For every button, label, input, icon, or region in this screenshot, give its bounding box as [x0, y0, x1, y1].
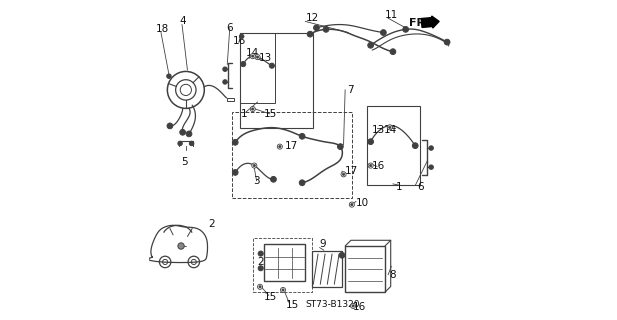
Text: 8: 8 — [390, 270, 396, 280]
Circle shape — [429, 146, 433, 150]
Text: 9: 9 — [320, 239, 326, 249]
Circle shape — [271, 176, 276, 182]
Circle shape — [368, 43, 373, 48]
Text: 5: 5 — [181, 156, 188, 167]
Text: FR.: FR. — [409, 18, 429, 28]
Circle shape — [189, 141, 194, 146]
Circle shape — [241, 61, 246, 67]
Circle shape — [339, 252, 345, 258]
Text: 17: 17 — [284, 141, 298, 151]
Text: 15: 15 — [286, 300, 299, 310]
Text: 6: 6 — [417, 182, 423, 192]
Text: 14: 14 — [246, 48, 259, 58]
Circle shape — [352, 305, 354, 307]
Circle shape — [178, 243, 184, 249]
Circle shape — [251, 53, 255, 59]
Text: 2: 2 — [208, 219, 215, 229]
Circle shape — [239, 34, 244, 39]
Circle shape — [281, 287, 286, 292]
Text: 6: 6 — [226, 23, 233, 33]
Circle shape — [342, 173, 345, 175]
Circle shape — [429, 165, 433, 169]
Circle shape — [307, 31, 313, 37]
Text: 4: 4 — [180, 16, 186, 27]
Text: 17: 17 — [345, 166, 358, 176]
Circle shape — [167, 123, 173, 129]
Circle shape — [412, 143, 418, 148]
Circle shape — [341, 172, 346, 177]
Circle shape — [252, 55, 254, 57]
Circle shape — [337, 144, 343, 149]
Bar — [264, 244, 305, 281]
Text: 13: 13 — [372, 125, 386, 135]
Circle shape — [223, 67, 227, 71]
Text: 16: 16 — [353, 302, 366, 312]
Bar — [240, 33, 275, 103]
Circle shape — [252, 163, 257, 168]
Circle shape — [251, 107, 255, 112]
Text: 14: 14 — [383, 125, 397, 135]
Circle shape — [349, 202, 354, 207]
Circle shape — [233, 140, 238, 145]
Circle shape — [252, 108, 254, 110]
Text: 16: 16 — [233, 36, 246, 45]
Text: 1: 1 — [241, 109, 247, 119]
Circle shape — [323, 27, 329, 32]
Circle shape — [258, 251, 263, 256]
Circle shape — [350, 204, 353, 206]
Circle shape — [255, 54, 260, 60]
Circle shape — [368, 139, 373, 145]
Text: 7: 7 — [347, 85, 354, 95]
FancyArrow shape — [421, 16, 439, 28]
Circle shape — [444, 39, 450, 45]
Circle shape — [259, 286, 261, 288]
Text: 13: 13 — [259, 53, 272, 63]
Circle shape — [390, 49, 395, 54]
Bar — [253, 238, 312, 292]
Text: 18: 18 — [156, 24, 170, 34]
Text: 12: 12 — [305, 13, 318, 23]
Circle shape — [277, 144, 283, 149]
Circle shape — [387, 125, 392, 130]
Bar — [345, 246, 385, 292]
Text: ST73-B1320: ST73-B1320 — [305, 300, 360, 309]
Circle shape — [403, 27, 408, 32]
Bar — [232, 112, 352, 198]
Circle shape — [299, 180, 305, 186]
Circle shape — [368, 163, 373, 168]
Circle shape — [381, 30, 386, 36]
Circle shape — [350, 303, 355, 308]
FancyBboxPatch shape — [227, 98, 234, 101]
Circle shape — [389, 126, 391, 129]
Circle shape — [258, 266, 263, 271]
Text: 3: 3 — [253, 176, 259, 186]
Bar — [312, 251, 342, 287]
Circle shape — [186, 131, 192, 137]
Circle shape — [269, 63, 275, 68]
Circle shape — [370, 164, 372, 167]
Text: 16: 16 — [372, 161, 386, 172]
Circle shape — [282, 289, 284, 291]
Circle shape — [253, 164, 255, 167]
Circle shape — [257, 284, 263, 289]
Circle shape — [223, 80, 227, 84]
Text: 15: 15 — [264, 109, 277, 119]
Text: 15: 15 — [264, 292, 277, 302]
Text: 10: 10 — [356, 198, 370, 208]
Circle shape — [178, 141, 183, 146]
Circle shape — [233, 170, 238, 175]
Circle shape — [180, 129, 186, 135]
Circle shape — [313, 25, 320, 31]
Circle shape — [167, 74, 171, 78]
Text: 11: 11 — [385, 10, 398, 20]
Text: 1: 1 — [396, 182, 403, 192]
Bar — [240, 33, 313, 128]
Circle shape — [299, 133, 305, 139]
Circle shape — [279, 146, 281, 148]
Bar — [368, 106, 420, 186]
Circle shape — [257, 56, 259, 58]
Text: 2: 2 — [257, 257, 264, 267]
